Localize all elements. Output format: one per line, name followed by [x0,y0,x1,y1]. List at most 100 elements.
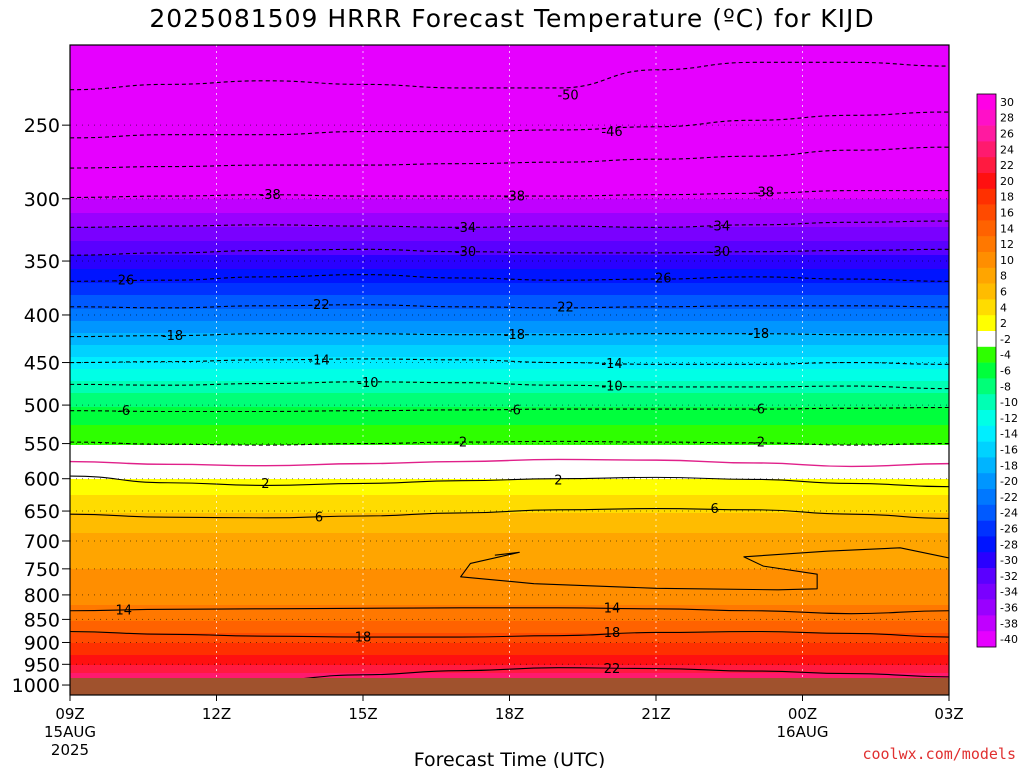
colorbar-swatch [977,583,996,600]
temperature-band [70,175,949,178]
temperature-band [70,127,949,130]
temperature-band [70,437,949,440]
contour-neg10 [70,381,949,390]
temperature-band [70,289,949,292]
colorbar-label: -12 [1000,412,1018,425]
colorbar-label: -8 [1000,380,1011,393]
temperature-band [70,499,949,502]
temperature-band [70,299,949,302]
colorbar-label: -22 [1000,491,1018,504]
temperature-band [70,377,949,380]
colorbar-swatch [977,94,996,111]
temperature-band [70,673,949,676]
colorbar-swatch [977,425,996,442]
temperature-band [70,461,949,464]
x-tick-label: 09Z [55,705,84,723]
temperature-band [70,247,949,250]
temperature-band [70,161,949,164]
x-tick-label: 00Z [788,705,817,723]
colorbar-swatch [977,457,996,474]
temperature-band [70,671,949,674]
temperature-band [70,389,949,392]
colorbar-swatch [977,236,996,253]
colorbar-swatch [977,473,996,490]
temperature-band [70,121,949,124]
temperature-band [70,571,949,574]
contour-label: -38 [753,185,774,200]
colorbar-label: 16 [1000,207,1014,220]
temperature-band [70,545,949,548]
colorbar-swatch [977,252,996,269]
temperature-band [70,403,949,406]
contour-label: -30 [455,245,476,260]
contour-lines [70,61,949,678]
x-tick-label: 21Z [641,705,670,723]
contour-label: -34 [709,220,730,235]
contour-pos2 [70,475,949,488]
y-tick-label: 300 [24,189,60,211]
temperature-band [70,233,949,236]
contour-label: -34 [455,221,476,236]
temperature-band [70,79,949,82]
temperature-band [70,191,949,194]
colorbar-swatch [977,536,996,553]
temperature-band [70,647,949,650]
temperature-band [70,101,949,104]
colorbar-label: -6 [1000,365,1011,378]
temperature-band [70,323,949,326]
temperature-band [70,643,949,646]
temperature-band [70,527,949,530]
temperature-band [70,541,949,544]
grid-lines [70,45,949,678]
temperature-band [70,595,949,598]
contour-pos0 [70,458,949,468]
temperature-band [70,589,949,592]
colorbar-swatch [977,299,996,316]
temperature-band [70,143,949,146]
temperature-band [70,205,949,208]
temperature-band [70,257,949,260]
temperature-band [70,515,949,518]
temperature-band [70,109,949,112]
contour-neg46 [70,111,949,139]
temperature-band [70,181,949,184]
colorbar-label: -26 [1000,523,1018,536]
temperature-band [70,379,949,382]
temperature-band [70,317,949,320]
colorbar-label: -28 [1000,538,1018,551]
temperature-band [70,641,949,644]
x-tick-label: 15Z [348,705,377,723]
ground-strip [70,678,949,695]
temperature-band [70,229,949,232]
temperature-band [70,569,949,572]
temperature-band [70,329,949,332]
colorbar-swatch [977,362,996,379]
contour-label: -46 [601,125,622,140]
temperature-band [70,265,949,268]
temperature-band [70,85,949,88]
temperature-band [70,487,949,490]
temperature-band [70,241,949,244]
contour-neg42 [70,146,949,169]
temperature-band [70,517,949,520]
contour-label: -22 [553,300,574,315]
temperature-band [70,359,949,362]
temperature-band [70,409,949,412]
temperature-band [70,269,949,272]
colorbar-label: 28 [1000,112,1014,125]
colorbar-label: 18 [1000,191,1014,204]
contour-label: -22 [308,298,329,313]
temperature-band [70,281,949,284]
temperature-band [70,343,949,346]
temperature-band [70,665,949,668]
contour-label: -18 [504,328,525,343]
contour-label: 18 [355,631,372,646]
y-tick-label: 400 [24,305,60,327]
temperature-band [70,227,949,230]
temperature-band [70,259,949,262]
contour-label: -6 [117,404,130,419]
temperature-band [70,431,949,434]
temperature-band [70,169,949,172]
temperature-band [70,457,949,460]
temperature-band [70,475,949,478]
